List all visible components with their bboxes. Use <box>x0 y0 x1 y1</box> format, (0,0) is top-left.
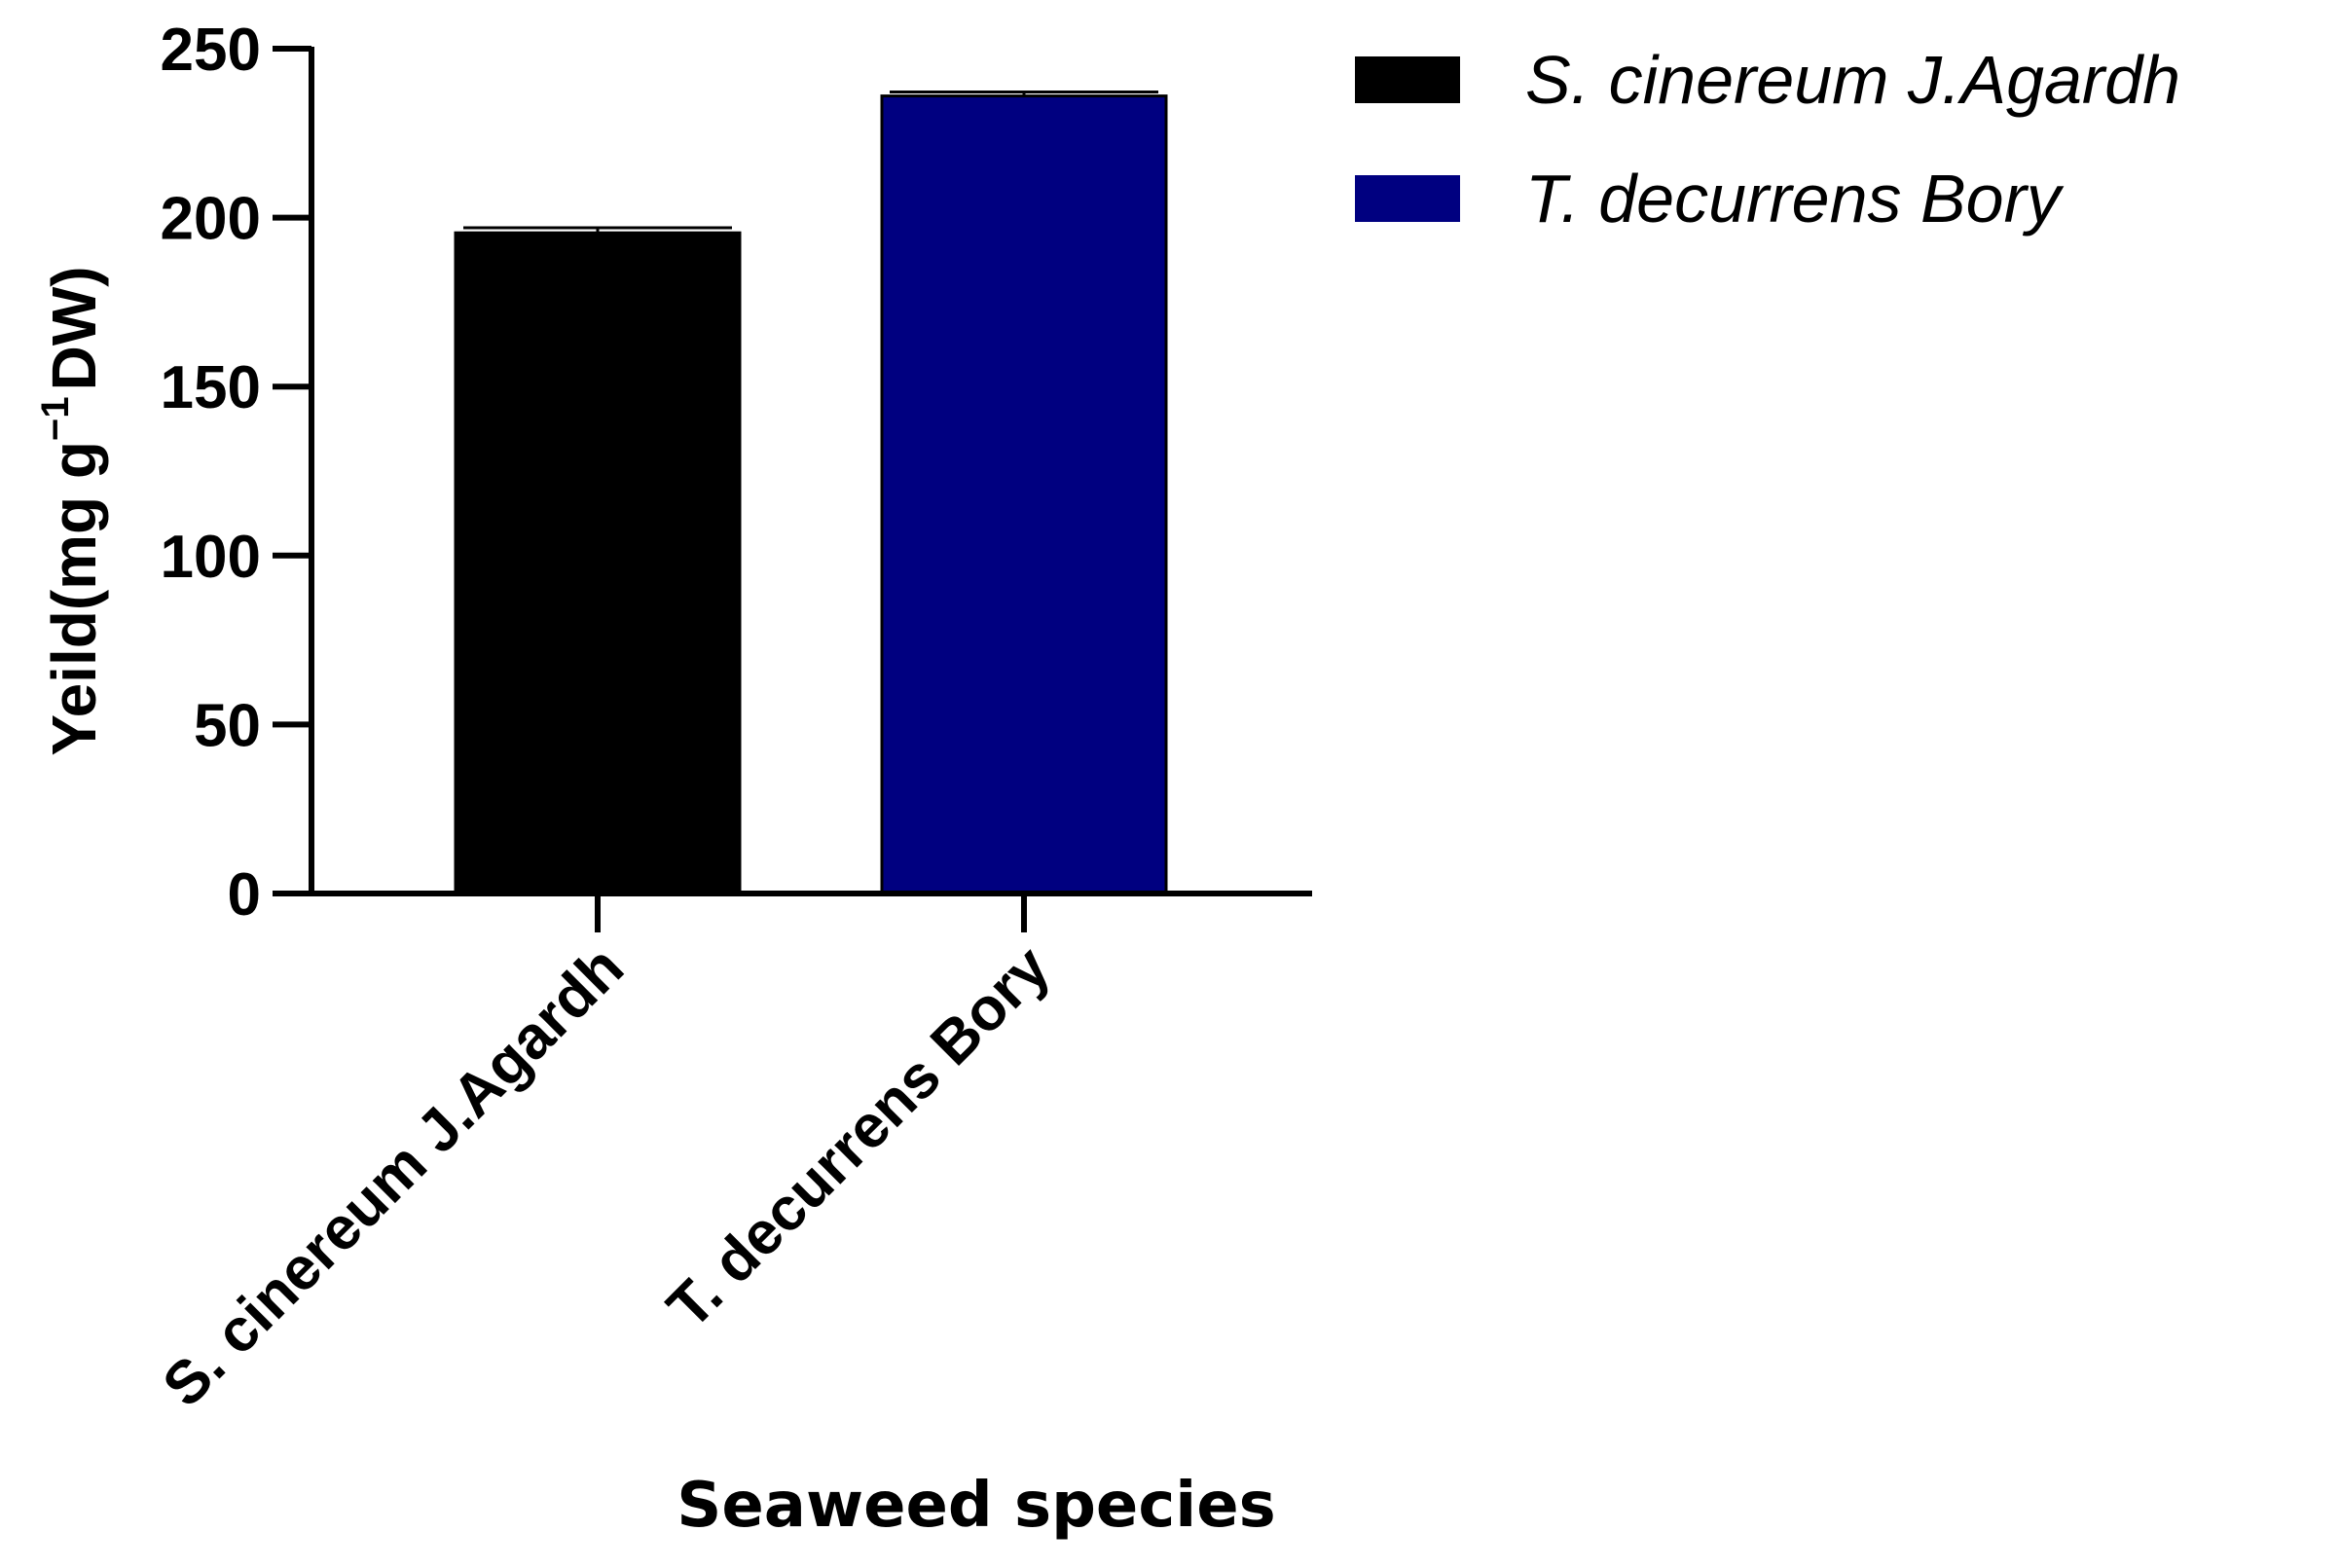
bar <box>454 231 742 895</box>
x-tick-label: T. decurrens Bory <box>655 933 1063 1341</box>
y-tick-label: 100 <box>161 524 261 591</box>
legend-swatch <box>1355 56 1460 103</box>
x-axis-title: Seaweed species <box>676 1470 1275 1542</box>
legend: S. cinereum J.Agardh T. decurrens Bory <box>1355 42 2180 237</box>
y-tick-label: 200 <box>161 186 261 253</box>
plot-area <box>454 90 1168 895</box>
legend-label: T. decurrens Bory <box>1525 161 2065 237</box>
bar <box>880 94 1168 895</box>
y-axis-title: Yeild(mg g−1DW) <box>34 266 109 755</box>
y-axis: 0 50 100 150 200 250 <box>161 17 314 929</box>
legend-label: S. cinereum J.Agardh <box>1525 42 2180 118</box>
x-tick-label: S. cinereum J.Agardh <box>150 933 637 1420</box>
x-axis: S. cinereum J.Agardh T. decurrens Bory <box>150 891 1312 1420</box>
y-tick-label: 0 <box>228 861 261 929</box>
legend-swatch <box>1355 175 1460 222</box>
y-tick-label: 50 <box>194 692 261 759</box>
y-tick-label: 150 <box>161 354 261 421</box>
y-tick-label: 250 <box>161 17 261 84</box>
